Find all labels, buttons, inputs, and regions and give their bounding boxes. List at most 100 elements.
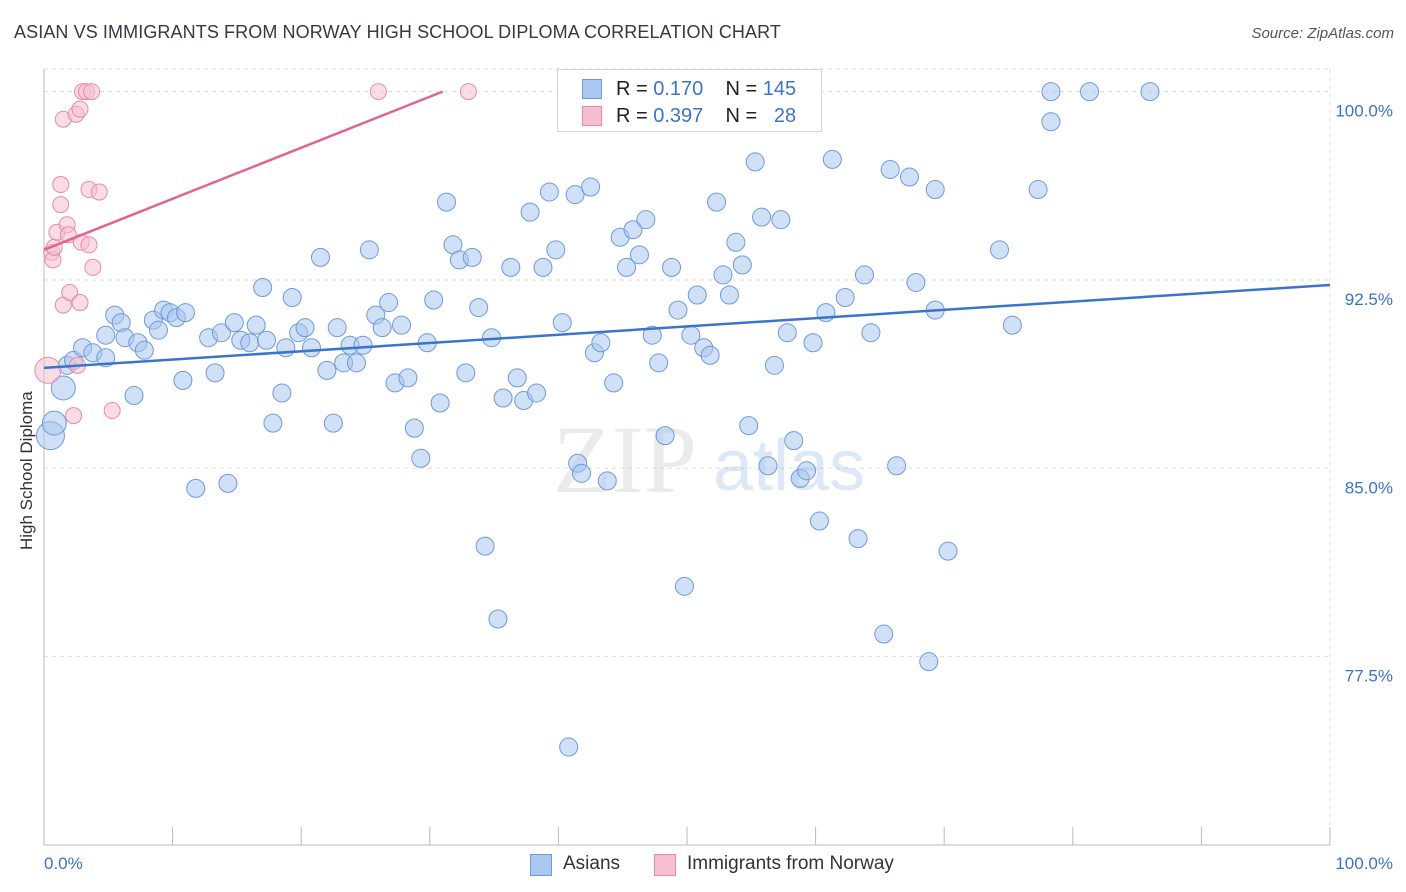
norway-point: [459, 83, 477, 101]
asians-point: [173, 370, 193, 390]
asians-point: [758, 456, 778, 476]
norway-swatch: [582, 106, 602, 126]
asians-point: [597, 471, 617, 491]
y-tick-label: 85.0%: [1345, 478, 1393, 497]
asians-point: [134, 340, 154, 360]
asians-point: [899, 167, 919, 187]
norway-point: [61, 284, 79, 302]
asians-point: [1140, 82, 1160, 102]
asians-point: [629, 245, 649, 265]
asians-point: [572, 463, 592, 483]
asians-trend-line: [43, 283, 1331, 370]
asians-point: [822, 149, 842, 169]
norway-point: [52, 196, 70, 214]
asians-point: [777, 323, 797, 343]
asians-point: [552, 313, 572, 333]
asians-point: [925, 180, 945, 200]
asians-point: [96, 325, 116, 345]
asians-point: [469, 298, 489, 318]
asians-point: [175, 303, 195, 323]
asians-point: [372, 318, 392, 338]
asians-point: [726, 232, 746, 252]
asians-point: [719, 285, 739, 305]
axes: [43, 69, 1331, 846]
legend-n-label: N =: [725, 78, 758, 100]
asians-point: [246, 315, 266, 335]
asians-point: [501, 257, 521, 277]
asians-point: [604, 373, 624, 393]
asians-point: [282, 288, 302, 308]
watermark: ZIP atlas: [553, 406, 865, 513]
asians-point: [507, 368, 527, 388]
asians-point: [276, 338, 296, 358]
x-tick-labels: 0.0% 100.0%: [44, 854, 1393, 873]
asians-point: [272, 383, 292, 403]
asians-point: [655, 426, 675, 446]
asians-point: [41, 410, 67, 436]
norway-point: [369, 83, 387, 101]
asians-point: [310, 247, 330, 267]
asians-point: [919, 652, 939, 672]
asians-point: [1041, 82, 1061, 102]
asians-r-value: 0.170: [653, 78, 704, 100]
asians-point: [591, 333, 611, 353]
asians-point: [674, 576, 694, 596]
norway-r-value: 0.397: [653, 105, 704, 127]
asians-point: [874, 624, 894, 644]
asians-point: [546, 240, 566, 260]
asians-point: [240, 333, 260, 353]
asians-point: [938, 541, 958, 561]
asians-point: [784, 431, 804, 451]
asians-point: [880, 159, 900, 179]
y-tick-labels: 77.5% 85.0% 92.5% 100.0%: [1335, 102, 1393, 686]
asians-point: [353, 335, 373, 355]
norway-n-value: 28: [773, 105, 797, 127]
norway-point: [71, 294, 89, 312]
asians-point: [253, 277, 273, 297]
asians-point: [424, 290, 444, 310]
asians-point: [854, 265, 874, 285]
asians-point: [809, 511, 829, 531]
asians-point: [835, 288, 855, 308]
asians-point: [1002, 315, 1022, 335]
asians-point: [887, 456, 907, 476]
asians-point: [411, 448, 431, 468]
asians-point: [211, 323, 231, 343]
asians-point: [581, 177, 601, 197]
norway-legend-label: Immigrants from Norway: [687, 853, 894, 874]
asians-point: [1028, 180, 1048, 200]
asians-point: [295, 318, 315, 338]
asians-point: [323, 413, 343, 433]
asians-point: [520, 202, 540, 222]
asians-point: [404, 418, 424, 438]
asians-point: [623, 220, 643, 240]
asians-point: [205, 363, 225, 383]
asians-point: [475, 536, 495, 556]
asians-point: [771, 210, 791, 230]
asians-point: [493, 388, 513, 408]
asians-point: [1080, 82, 1100, 102]
norway-point: [103, 402, 121, 420]
norway-point: [90, 183, 108, 201]
asians-point: [707, 192, 727, 212]
asians-point: [527, 383, 547, 403]
norway-point: [83, 83, 101, 101]
asians-points: [35, 82, 1160, 757]
norway-point: [65, 407, 83, 425]
asians-point: [398, 368, 418, 388]
norway-point: [71, 100, 89, 118]
asians-n-value: 145: [762, 78, 797, 100]
norway-legend-swatch: [654, 854, 676, 876]
asians-point: [649, 353, 669, 373]
asians-point: [642, 325, 662, 345]
norway-points: [34, 83, 477, 425]
legend-r-label: R =: [616, 78, 648, 100]
asians-point: [1041, 112, 1061, 132]
asians-point: [437, 192, 457, 212]
asians-point: [462, 247, 482, 267]
asians-point: [327, 318, 347, 338]
asians-point: [533, 257, 553, 277]
asians-point: [764, 355, 784, 375]
asians-point: [346, 353, 366, 373]
asians-point: [848, 529, 868, 549]
